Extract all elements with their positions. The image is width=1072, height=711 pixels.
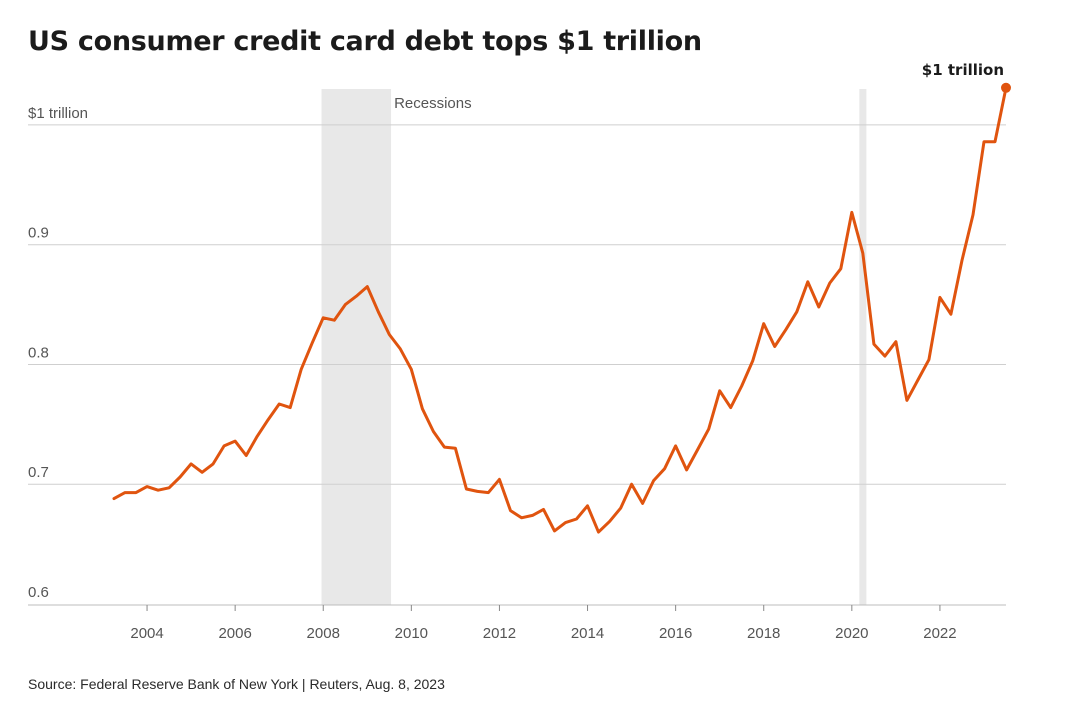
recession-bands bbox=[321, 89, 867, 605]
y-tick-label: 0.9 bbox=[28, 225, 49, 242]
x-tick-label: 2018 bbox=[747, 625, 780, 642]
x-tick-label: 2010 bbox=[395, 625, 428, 642]
source-note: Source: Federal Reserve Bank of New York… bbox=[28, 676, 445, 692]
debt-series-line bbox=[112, 86, 1008, 534]
x-tick-label: 2016 bbox=[659, 625, 692, 642]
y-tick-label: 0.8 bbox=[28, 344, 49, 361]
y-tick-label: 0.7 bbox=[28, 464, 49, 481]
x-tick-label: 2014 bbox=[571, 625, 604, 642]
y-tick-label: $1 trillion bbox=[28, 105, 88, 122]
end-point-label: $1 trillion bbox=[922, 61, 1004, 79]
recession-band bbox=[321, 89, 392, 605]
recession-band bbox=[859, 89, 867, 605]
x-tick-label: 2004 bbox=[130, 625, 163, 642]
series-line bbox=[112, 82, 1011, 534]
recession-label: Recessions bbox=[394, 95, 472, 112]
chart-title: US consumer credit card debt tops $1 tri… bbox=[28, 26, 702, 57]
end-point-marker bbox=[1001, 82, 1011, 93]
x-tick-label: 2022 bbox=[923, 625, 956, 642]
x-tick-label: 2012 bbox=[483, 625, 516, 642]
x-tick-label: 2006 bbox=[218, 625, 251, 642]
axes bbox=[28, 604, 1006, 611]
chart-labels: Recessions 0.6 0.7 0.8 0.9 $1 trillion 2004 200… bbox=[28, 61, 1004, 642]
y-tick-label: 0.6 bbox=[28, 584, 49, 601]
grid-lines bbox=[28, 124, 1006, 485]
x-tick-label: 2020 bbox=[835, 625, 868, 642]
x-tick-label: 2008 bbox=[307, 625, 340, 642]
